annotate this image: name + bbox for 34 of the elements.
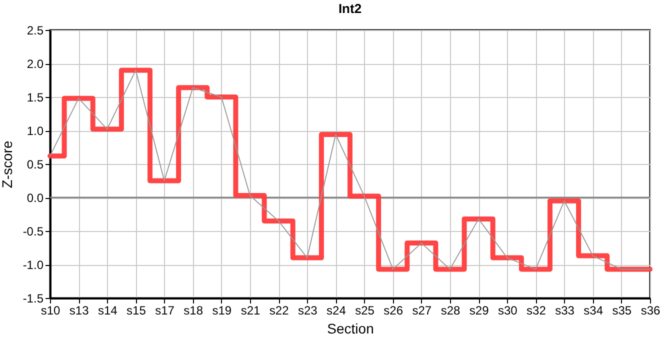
x-tick-label: s30	[498, 304, 518, 318]
x-tick-label: s14	[98, 304, 118, 318]
x-tick-label: s27	[412, 304, 432, 318]
x-tick-label: s13	[69, 304, 90, 318]
x-tick-label: s18	[184, 304, 204, 318]
x-tick-label: s17	[155, 304, 175, 318]
x-tick-label: s29	[469, 304, 490, 318]
x-tick-label: s36	[640, 304, 660, 318]
x-tick-label: s34	[584, 304, 604, 318]
y-tick-label: -0.5	[22, 224, 44, 238]
y-tick-label: 0.5	[26, 158, 44, 172]
x-axis-title: Section	[327, 320, 374, 336]
x-tick-label: s19	[212, 304, 232, 318]
x-tick-label: s32	[526, 304, 546, 318]
x-tick-label: s28	[440, 304, 460, 318]
x-tick-label: s15	[126, 304, 146, 318]
x-tick-label: s25	[355, 304, 375, 318]
y-tick-label: -1.5	[22, 292, 44, 306]
x-tick-label: s26	[384, 304, 404, 318]
x-tick-label: s23	[298, 304, 318, 318]
y-tick-label: 1.0	[26, 124, 44, 138]
x-tick-label: s24	[326, 304, 346, 318]
y-tick-label: 1.5	[26, 90, 44, 104]
chart-title: Int2	[338, 1, 362, 16]
x-tick-label: s21	[240, 304, 260, 318]
y-tick-label: -1.0	[22, 258, 44, 272]
y-tick-label: 0.0	[26, 191, 44, 205]
x-tick-label: s33	[555, 304, 575, 318]
y-tick-label: 2.5	[26, 24, 44, 38]
x-tick-label: s22	[269, 304, 290, 318]
y-axis-title: Z-score	[0, 140, 15, 188]
x-tick-label: s10	[40, 304, 60, 318]
x-tick-label: s35	[612, 304, 632, 318]
y-tick-label: 2.0	[26, 57, 44, 71]
